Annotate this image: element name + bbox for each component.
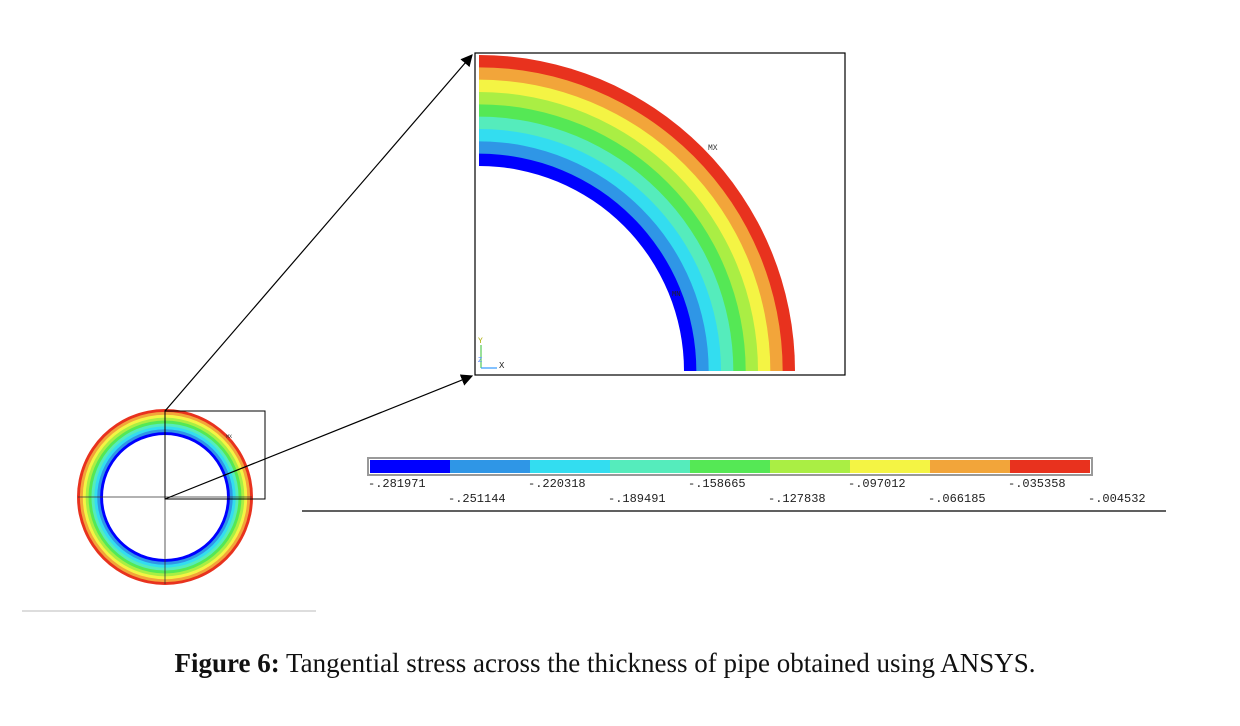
legend-swatch-4 [610,460,690,473]
legend-swatch-6 [770,460,850,473]
legend-swatch-5 [690,460,770,473]
legend-bottom-label-3: -.127838 [768,492,826,506]
legend-bottom-label-4: -.066185 [928,492,986,506]
legend-swatch-2 [450,460,530,473]
legend-swatch-3 [530,460,610,473]
legend-swatch-1 [370,460,450,473]
zoom-arrow-top [164,54,473,412]
figure-caption: Figure 6: Tangential stress across the t… [0,648,1210,679]
triad-x-label: X [499,361,505,371]
zoom-arrow-bottom [164,374,474,500]
triad-z-label: Z [478,357,482,365]
zoom-mx-label: MX [708,144,718,153]
legend-top-label-5: -.035358 [1008,477,1066,491]
caption-prefix: Figure 6: [174,648,280,678]
legend-frame [367,457,1093,476]
triad-y-label: Y [478,337,483,346]
zoom-mn-label: MN [672,291,680,299]
legend-swatch-9 [1010,460,1090,473]
full-pipe-mx-label: MX [226,434,232,440]
legend-top-label-3: -.158665 [688,477,746,491]
legend-bottom-label-1: -.251144 [448,492,506,506]
legend-top-label-2: -.220318 [528,477,586,491]
legend-top-label-1: -.281971 [368,477,426,491]
zoom-selection-box [164,410,266,500]
zoom-bore [479,166,684,371]
zoom-quarter-view: MX MN Y Z X [474,52,846,376]
legend-swatch-8 [930,460,1010,473]
legend-bottom-label-5: -.004532 [1088,492,1146,506]
legend-color-bar [367,457,1093,476]
legend-top-label-4: -.097012 [848,477,906,491]
caption-text: Tangential stress across the thickness o… [279,648,1036,678]
legend-swatch-7 [850,460,930,473]
legend-labels: -.281971 -.220318 -.158665 -.097012 -.035358… [368,477,1146,506]
legend-bottom-label-2: -.189491 [608,492,666,506]
